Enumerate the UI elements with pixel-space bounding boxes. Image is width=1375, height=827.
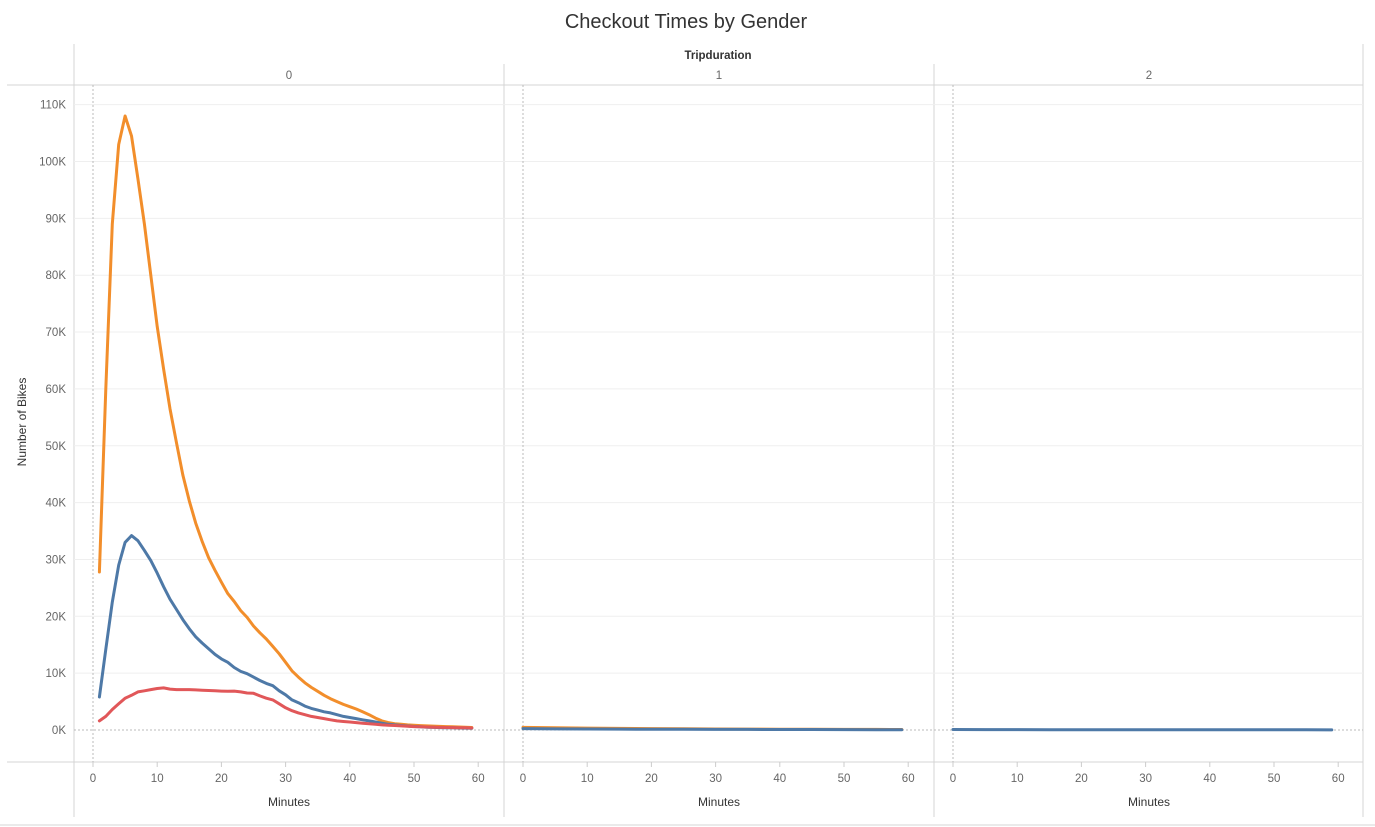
x-tick-label: 0 [520,773,526,785]
x-tick-label: 40 [343,773,356,785]
x-axis-label: Minutes [268,795,310,809]
chart-frame [0,44,1375,826]
panel-header-label: 0 [286,70,292,82]
y-tick-label: 30K [46,554,67,566]
x-tick-label: 30 [279,773,292,785]
series-line-red [97,686,474,730]
y-tick-label: 20K [46,611,67,623]
column-header: Tripduration [684,50,751,62]
x-tick-label: 50 [408,773,421,785]
y-tick-label: 50K [46,441,67,453]
x-tick-label: 60 [902,773,915,785]
series-line-blue [521,727,904,732]
x-axis-label: Minutes [1128,795,1170,809]
panel-header-label: 2 [1146,70,1152,82]
y-tick-label: 70K [46,327,67,339]
x-tick-label: 20 [1075,773,1088,785]
x-tick-label: 40 [1203,773,1216,785]
panel-header-label: 1 [716,70,722,82]
y-tick-label: 40K [46,498,67,510]
x-tick-label: 0 [950,773,956,785]
x-tick-label: 10 [1011,773,1024,785]
y-tick-label: 110K [40,100,66,112]
panel-0: 0 0 10 20 30 40 50 60 Minutes [90,70,485,809]
x-tick-label: 40 [773,773,786,785]
y-tick-label: 10K [46,668,67,680]
x-tick-label: 50 [1268,773,1281,785]
x-tick-label: 50 [838,773,851,785]
y-tick-label: 60K [46,384,67,396]
series-line-orange [97,114,474,729]
x-axis-label: Minutes [698,795,740,809]
y-tick-label: 80K [46,270,67,282]
x-tick-label: 60 [472,773,485,785]
x-tick-label: 10 [581,773,594,785]
grid-lines [74,104,1363,731]
x-tick-label: 20 [215,773,228,785]
y-axis-label: Number of Bikes [15,378,29,467]
x-tick-label: 0 [90,773,96,785]
x-tick-label: 20 [645,773,658,785]
y-tick-label: 90K [46,213,67,225]
x-tick-label: 10 [151,773,164,785]
chart-title: Checkout Times by Gender [565,11,808,33]
y-tick-label: 100K [39,157,66,169]
x-tick-label: 60 [1332,773,1345,785]
y-tick-label: 0K [52,725,66,737]
series-line-blue [97,534,474,730]
x-tick-label: 30 [1139,773,1152,785]
y-axis: 0K 10K 20K 30K 40K 50K 60K 70K 80K 90K 100K 110K [39,100,66,737]
x-tick-label: 30 [709,773,722,785]
